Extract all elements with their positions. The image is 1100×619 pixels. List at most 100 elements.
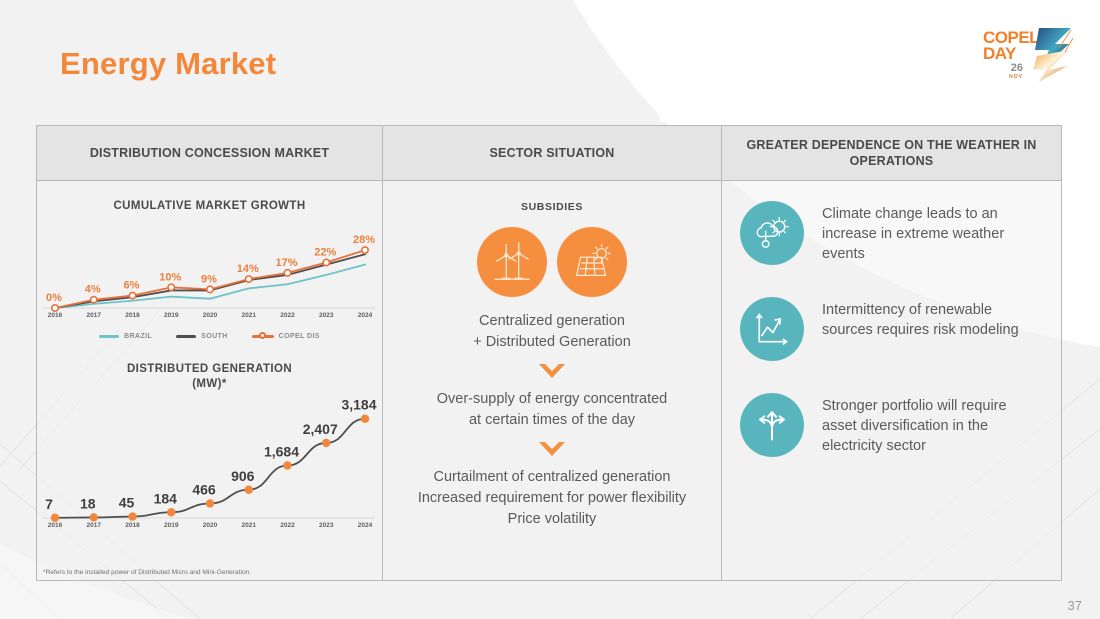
svg-text:3,184: 3,184 [341,397,376,413]
svg-text:2020: 2020 [203,522,218,529]
legend-swatch-copel-dis [251,332,274,340]
svg-text:2023: 2023 [319,312,334,319]
svg-text:2022: 2022 [280,312,295,319]
logo-line-day: DAY [983,44,1016,63]
svg-text:2024: 2024 [358,522,373,529]
svg-text:14%: 14% [237,263,259,275]
sector-step-1-line1: Centralized generation [479,313,625,329]
column-weather-dependence: GREATER DEPENDENCE ON THE WEATHER IN OPE… [722,126,1061,580]
legend-swatch-south [176,334,197,338]
cumulative-market-growth-chart: CUMULATIVE MARKET GROWTH 0% 4% 6% 10% 9% 14% 1… [37,181,382,340]
svg-text:2019: 2019 [164,522,179,529]
svg-text:6%: 6% [124,280,140,292]
diversification-arrows-icon [740,393,804,457]
weather-bullet-list: Climate change leads to an increase in e… [722,181,1061,457]
svg-text:2017: 2017 [87,522,102,529]
column-body-1: CUMULATIVE MARKET GROWTH 0% 4% 6% 10% 9% 14% 1… [37,181,382,580]
chart1-legend: BRAZIL SOUTH COPEL DIS [37,332,382,340]
sector-step-3-line1: Curtailment of centralized generation [433,469,671,485]
svg-text:10%: 10% [159,271,181,283]
svg-text:2021: 2021 [242,312,257,319]
svg-text:7: 7 [45,496,53,512]
wind-turbine-icon [477,227,547,297]
sector-step-2-line1: Over-supply of energy concentrated [436,391,668,407]
svg-text:4%: 4% [85,284,101,296]
chevron-down-icon-2 [383,440,721,458]
chart2-title-line1: DISTRIBUTED GENERATION [126,363,293,375]
svg-text:28%: 28% [353,234,375,246]
svg-text:184: 184 [154,490,178,506]
svg-text:2020: 2020 [203,312,218,319]
svg-text:2021: 2021 [242,522,257,529]
page-title: Energy Market [60,46,277,81]
column-header-3: GREATER DEPENDENCE ON THE WEATHER IN OPE… [722,126,1061,181]
chevron-down-icon-1 [383,362,721,380]
sector-step-3-line2: Increased requirement for power flexibil… [417,490,687,506]
legend-label-south: SOUTH [201,332,228,340]
list-item-text: Climate change leads to an increase in e… [822,206,1005,262]
column-sector-situation: SECTOR SITUATION SUBSIDIES [383,126,722,580]
svg-text:2018: 2018 [125,312,140,319]
logo-line-26: 26 [1010,62,1023,74]
column-header-2: SECTOR SITUATION [383,126,721,181]
chart1-title: CUMULATIVE MARKET GROWTH [113,200,306,212]
column-body-3: Climate change leads to an increase in e… [722,181,1061,580]
svg-text:22%: 22% [314,247,336,259]
chart1-plot: 0% 4% 6% 10% 9% 14% 17% 22% 28% 2016 2017 2018 2019 2… [43,234,375,319]
list-item-text: Intermittency of renewable sources requi… [822,302,1019,338]
sector-step-2-line2: at certain times of the day [468,412,636,428]
legend-label-copel-dis: COPEL DIS [278,332,320,340]
svg-text:17%: 17% [275,257,297,269]
sector-step-1-line2: + Distributed Generation [473,334,631,350]
svg-text:2022: 2022 [280,522,295,529]
svg-text:9%: 9% [201,273,217,285]
svg-text:0%: 0% [46,292,62,304]
svg-text:2016: 2016 [48,312,63,319]
list-item: Stronger portfolio will require asset di… [740,393,1045,457]
copel-day-logo: COPEL DAY 26 NOV [983,26,1075,88]
page-number: 37 [1067,598,1082,613]
column-header-1: DISTRIBUTION CONCESSION MARKET [37,126,382,181]
svg-text:2017: 2017 [87,312,102,319]
list-item: Intermittency of renewable sources requi… [740,297,1045,361]
legend-item-brazil: BRAZIL [99,332,152,340]
background-top-strip [660,0,1100,122]
chart2-footnote: *Refers to the installed power of Distri… [43,569,252,576]
list-item: Climate change leads to an increase in e… [740,201,1045,265]
sector-step-3: Curtailment of centralized generation In… [383,467,721,530]
logo-lightning-mark [1033,28,1074,82]
svg-text:18: 18 [80,495,96,511]
svg-text:2016: 2016 [48,522,63,529]
line-chart-icon [740,297,804,361]
svg-text:2,407: 2,407 [303,421,338,437]
legend-item-copel-dis: COPEL DIS [251,332,320,340]
column-distribution-concession-market: DISTRIBUTION CONCESSION MARKET CUMULATIV… [37,126,383,580]
svg-text:1,684: 1,684 [264,443,299,459]
chart2-title-line2: (MW)* [192,378,227,390]
logo-wordmark: COPEL DAY 26 NOV [983,28,1040,80]
column-body-2: SUBSIDIES [383,181,721,580]
list-item-text: Stronger portfolio will require asset di… [822,398,1007,454]
svg-text:466: 466 [192,481,216,497]
weather-thermometer-icon [740,201,804,265]
svg-text:2023: 2023 [319,522,334,529]
sector-step-2: Over-supply of energy concentrated at ce… [383,389,721,431]
svg-text:906: 906 [231,468,255,484]
svg-text:2019: 2019 [164,312,179,319]
sector-step-3-line3: Price volatility [507,511,597,527]
svg-text:2024: 2024 [358,312,373,319]
svg-text:45: 45 [119,495,135,511]
legend-swatch-brazil [99,334,120,338]
logo-line-copel: COPEL [983,28,1040,47]
subsidies-label: SUBSIDIES [521,201,583,213]
content-table: DISTRIBUTION CONCESSION MARKET CUMULATIV… [36,125,1062,581]
logo-line-nov: NOV [1009,74,1023,80]
svg-text:2018: 2018 [125,522,140,529]
legend-item-south: SOUTH [176,332,228,340]
solar-panel-icon [557,227,627,297]
distributed-generation-chart: DISTRIBUTED GENERATION (MW)* 7 18 45 184 466… [37,340,382,544]
legend-label-brazil: BRAZIL [124,332,153,340]
generation-icon-group [383,227,721,297]
